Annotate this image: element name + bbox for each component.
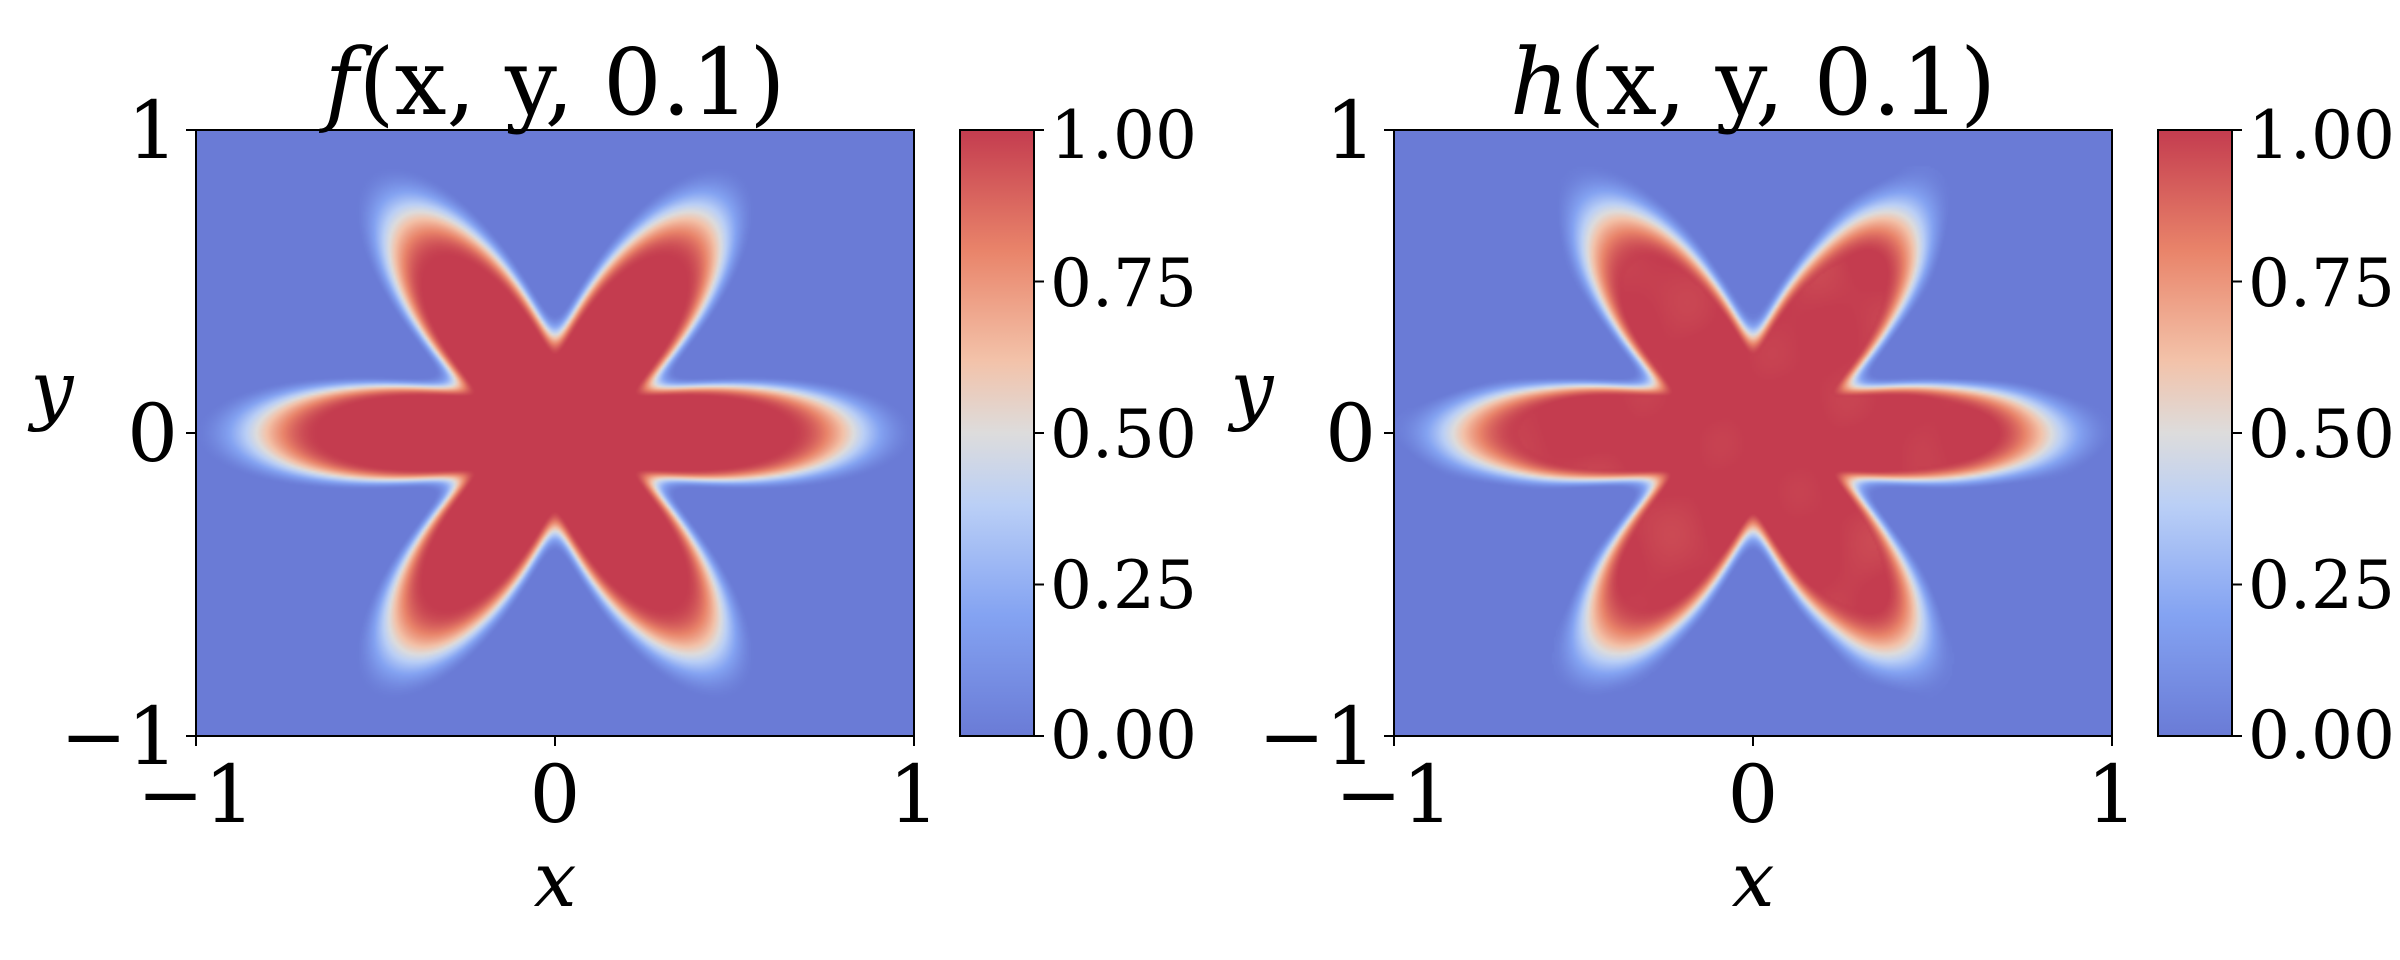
x-tick-label: −1 <box>1335 748 1453 841</box>
x-tick-label: 1 <box>2087 748 2138 841</box>
colorbar-tick-label: 1.00 <box>2248 97 2395 174</box>
title-args: (x, y, 0.1) <box>1569 29 1996 136</box>
y-tick-label: 0 <box>127 387 178 480</box>
colorbar-tick-label: 0.00 <box>1050 697 1197 774</box>
chart-title-h: h(x, y, 0.1) <box>1510 29 1996 136</box>
heatmap-image-f <box>196 130 914 736</box>
colorbar-tick-label: 0.50 <box>1050 396 1197 473</box>
title-args: (x, y, 0.1) <box>359 29 786 136</box>
x-tick-label: 0 <box>530 748 581 841</box>
y-axis-label-h: y <box>1228 344 1275 433</box>
y-tick-label: 1 <box>127 84 178 177</box>
colorbar-f <box>959 129 1035 737</box>
chart-title-f: f(x, y, 0.1) <box>319 29 786 136</box>
colorbar-tick-label: 0.75 <box>2248 245 2395 322</box>
colorbar-tick-label: 0.75 <box>1050 245 1197 322</box>
y-tick-label: 0 <box>1325 387 1376 480</box>
colorbar-h <box>2157 129 2233 737</box>
panel-f: f(x, y, 0.1) y x 1 0 −1 −1 0 1 1.00 0.75… <box>28 29 1197 924</box>
colorbar-tick-label: 0.25 <box>1050 547 1197 624</box>
colorbar-tick-label: 0.00 <box>2248 697 2395 774</box>
y-tick-label: −1 <box>60 690 178 783</box>
y-tick-label: −1 <box>1258 690 1376 783</box>
colorbar-tick-label: 0.25 <box>2248 547 2395 624</box>
panel-h: h(x, y, 0.1) y x 1 0 −1 −1 0 1 1.00 0.75… <box>1228 29 2395 924</box>
heatmap-image-h <box>1394 130 2112 736</box>
x-tick-label: −1 <box>137 748 255 841</box>
x-axis-label-f: x <box>534 835 577 924</box>
colorbar-tick-label: 0.50 <box>2248 396 2395 473</box>
y-axis-label-f: y <box>28 344 75 433</box>
colorbar-tick-label: 1.00 <box>1050 97 1197 174</box>
x-tick-label: 0 <box>1728 748 1779 841</box>
x-tick-label: 1 <box>889 748 940 841</box>
y-tick-label: 1 <box>1325 84 1376 177</box>
title-func: h <box>1510 29 1569 136</box>
x-axis-label-h: x <box>1732 835 1775 924</box>
